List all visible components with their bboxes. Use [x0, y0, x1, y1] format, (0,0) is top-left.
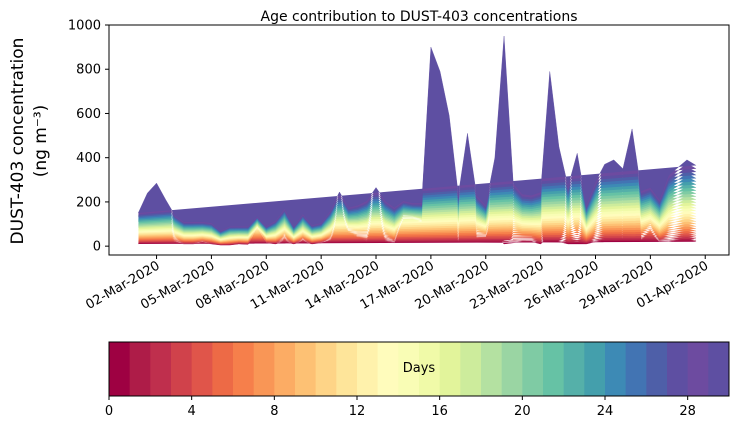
plot-frame [108, 24, 730, 256]
colorbar-tick-label: 20 [514, 404, 531, 419]
colorbar-segment [708, 342, 730, 396]
colorbar-segment [625, 342, 647, 396]
y-tick-label: 800 [76, 63, 101, 78]
colorbar-segment [357, 342, 379, 396]
colorbar-segment [212, 342, 234, 396]
colorbar-segment [481, 342, 503, 396]
colorbar-segment [439, 342, 461, 396]
colorbar-tick-label: 16 [431, 404, 448, 419]
colorbar-segment [336, 342, 358, 396]
y-tick-label: 600 [76, 107, 101, 122]
colorbar-segment [171, 342, 193, 396]
colorbar-segment [315, 342, 337, 396]
colorbar-segment [563, 342, 585, 396]
colorbar-segment [129, 342, 151, 396]
y-axis-label-line2: (ng m⁻³) [31, 105, 51, 178]
colorbar-segment [543, 342, 565, 396]
colorbar-segment [522, 342, 544, 396]
colorbar-segment [501, 342, 523, 396]
colorbar-label: Days [403, 361, 436, 376]
colorbar-segment [109, 342, 131, 396]
y-tick-label: 400 [76, 151, 101, 166]
y-axis-label-line1: DUST-403 concentration [8, 38, 28, 245]
colorbar-tick-label: 0 [105, 404, 113, 419]
colorbar-tick-label: 8 [270, 404, 278, 419]
colorbar-segment [584, 342, 606, 396]
colorbar-segment [398, 342, 420, 396]
colorbar-segment [233, 342, 255, 396]
area-layer-day-29 [138, 36, 697, 231]
colorbar-segment [605, 342, 627, 396]
colorbar-tick-label: 4 [188, 404, 196, 419]
colorbar-segment [646, 342, 668, 396]
colorbar-frame [108, 341, 730, 397]
colorbar-segment [419, 342, 441, 396]
y-tick-label: 200 [76, 195, 101, 210]
colorbar-segment [687, 342, 709, 396]
colorbar-tick-label: 28 [679, 404, 696, 419]
y-tick-label: 0 [93, 240, 101, 255]
area-layers [138, 36, 697, 246]
colorbar [109, 342, 730, 396]
colorbar-segment [150, 342, 172, 396]
colorbar-segment [274, 342, 296, 396]
colorbar-tick-label: 12 [349, 404, 366, 419]
colorbar-segment [295, 342, 317, 396]
chart-title: Age contribution to DUST-403 concentrati… [261, 9, 578, 25]
colorbar-tick-label: 24 [597, 404, 614, 419]
colorbar-segment [253, 342, 275, 396]
y-tick-label: 1000 [68, 19, 101, 34]
colorbar-segment [191, 342, 213, 396]
colorbar-segment [667, 342, 689, 396]
colorbar-ticks: 0 4 8 12 16 20 24 28 [105, 396, 696, 419]
x-axis: 02-Mar-202005-Mar-202008-Mar-202011-Mar-… [83, 255, 711, 313]
colorbar-segment [460, 342, 482, 396]
colorbar-segment [377, 342, 399, 396]
y-axis: 0 200 400 600 800 1000 [68, 19, 109, 255]
